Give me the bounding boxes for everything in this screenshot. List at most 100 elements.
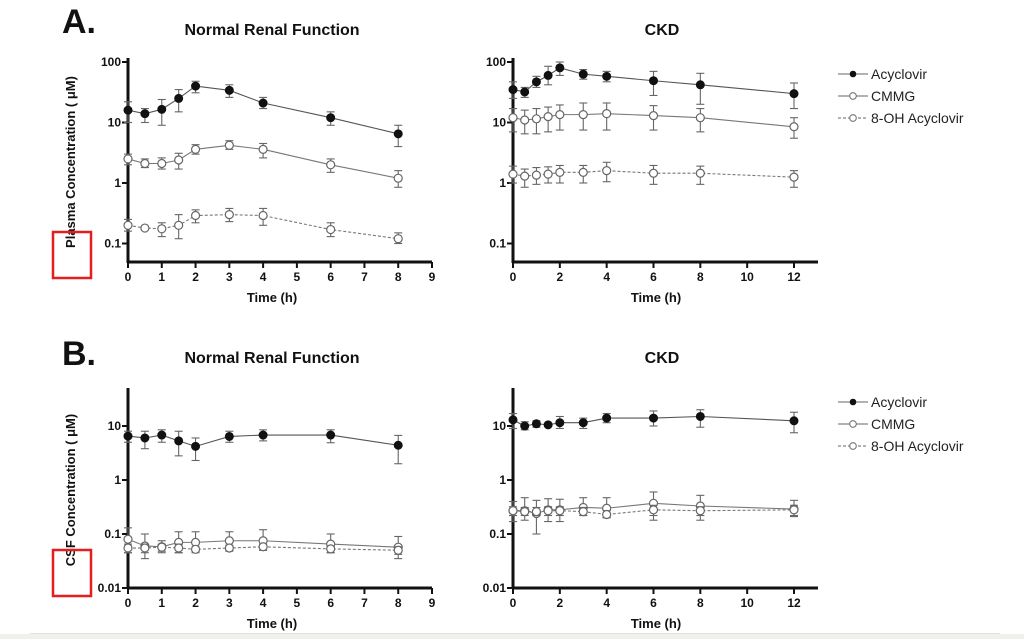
data-point <box>789 505 799 515</box>
data-point <box>649 413 658 423</box>
series-8-oh-acyclovir <box>123 207 403 245</box>
data-point <box>520 115 530 125</box>
data-point <box>531 419 541 429</box>
x-tick-label: 3 <box>226 270 233 284</box>
x-tick-label: 6 <box>650 270 657 284</box>
data-point <box>258 210 268 221</box>
data-point <box>123 534 133 544</box>
y-axis-label-text: Concentration ( μM) <box>63 76 78 199</box>
series-cmmg <box>123 140 403 188</box>
y-tick-label: 1 <box>499 176 506 190</box>
x-tick-label: 4 <box>260 596 267 610</box>
series-line <box>512 67 795 95</box>
data-point <box>258 542 268 552</box>
x-tick-label: 6 <box>327 596 334 610</box>
data-point <box>191 81 201 91</box>
data-point <box>555 63 565 73</box>
x-tick-label: 6 <box>650 596 657 610</box>
x-tick-label: 6 <box>327 270 334 284</box>
legend-bottom: Acyclovir CMMG 8-OH Acyclovir <box>838 394 964 454</box>
data-point <box>602 413 612 423</box>
divider <box>30 633 1000 634</box>
x-tick-label: 9 <box>429 270 436 284</box>
legend-label: Acyclovir <box>871 66 927 82</box>
y-tick-label: 10 <box>493 116 507 130</box>
data-point <box>174 543 184 553</box>
highlight-box <box>51 230 93 280</box>
y-tick-label: 100 <box>486 55 506 69</box>
data-point <box>224 85 234 95</box>
data-point <box>258 144 268 154</box>
x-tick-label: 8 <box>395 596 402 610</box>
legend-marker <box>849 92 857 100</box>
x-tick-label: 8 <box>697 270 704 284</box>
data-point <box>393 173 403 183</box>
data-point <box>555 167 565 177</box>
y-tick-label: 10 <box>108 116 122 130</box>
data-point <box>123 220 133 230</box>
x-tick-label: 2 <box>556 270 563 284</box>
series-line <box>512 113 795 128</box>
data-point <box>258 430 268 440</box>
series-cmmg <box>508 102 799 139</box>
data-point <box>789 416 799 426</box>
data-point <box>602 509 612 520</box>
data-point <box>224 140 234 150</box>
data-point <box>789 122 799 132</box>
data-point <box>191 441 201 451</box>
data-point <box>140 433 150 443</box>
y-tick-label: 0.1 <box>489 527 506 541</box>
data-point <box>649 76 658 86</box>
data-point <box>555 506 565 516</box>
data-point <box>326 224 336 235</box>
data-point <box>140 223 150 233</box>
data-point <box>695 506 705 516</box>
panel-label-a: A. <box>62 3 96 41</box>
y-axis-label-prefix: CSF <box>63 537 78 567</box>
data-point <box>174 436 184 446</box>
data-point <box>648 168 659 178</box>
legend-marker <box>849 442 857 450</box>
data-point <box>543 112 553 122</box>
x-tick-label: 0 <box>125 270 132 284</box>
data-point <box>508 506 518 516</box>
data-point <box>520 421 530 431</box>
data-point <box>123 543 133 553</box>
data-point <box>157 542 167 552</box>
data-point <box>508 169 518 179</box>
y-tick-label: 10 <box>108 419 122 433</box>
series-acyclovir <box>123 429 403 465</box>
x-tick-label: 0 <box>510 270 517 284</box>
data-point <box>326 544 336 554</box>
x-tick-label: 10 <box>740 270 754 284</box>
data-point <box>258 98 268 108</box>
y-tick-label: 100 <box>101 55 121 69</box>
x-tick-label: 8 <box>697 596 704 610</box>
y-tick-label: 0.1 <box>489 237 506 251</box>
data-point <box>578 167 588 177</box>
data-point <box>695 80 705 90</box>
data-point <box>190 210 201 221</box>
data-point <box>520 171 530 181</box>
x-tick-label: 2 <box>192 596 199 610</box>
data-point <box>531 77 541 87</box>
y-axis-label-text: Concentration ( μM) <box>63 414 78 537</box>
x-axis-label: Time (h) <box>631 616 681 631</box>
data-point <box>543 506 553 516</box>
x-axis-label: Time (h) <box>247 616 297 631</box>
data-point <box>157 104 167 114</box>
chart-plasma-ckd: CKD 0 2 4 6 8 10 12 100 10 1 0.1 Time (h) <box>486 22 818 305</box>
y-tick-label: 1 <box>499 473 506 487</box>
data-point <box>543 169 553 179</box>
data-point <box>508 85 518 95</box>
data-point <box>123 105 133 115</box>
series-8-oh-acyclovir <box>508 161 799 188</box>
data-point <box>602 166 612 176</box>
y-tick-label: 0.01 <box>98 581 122 595</box>
legend-marker <box>849 420 857 428</box>
data-point <box>190 544 201 554</box>
x-tick-label: 5 <box>294 270 301 284</box>
chart-csf-normal: Normal Renal Function 0 1 2 3 4 5 6 7 8 9 10 1 0.1 0.0… <box>51 350 436 631</box>
x-tick-label: 5 <box>294 596 301 610</box>
series-acyclovir <box>508 61 799 110</box>
